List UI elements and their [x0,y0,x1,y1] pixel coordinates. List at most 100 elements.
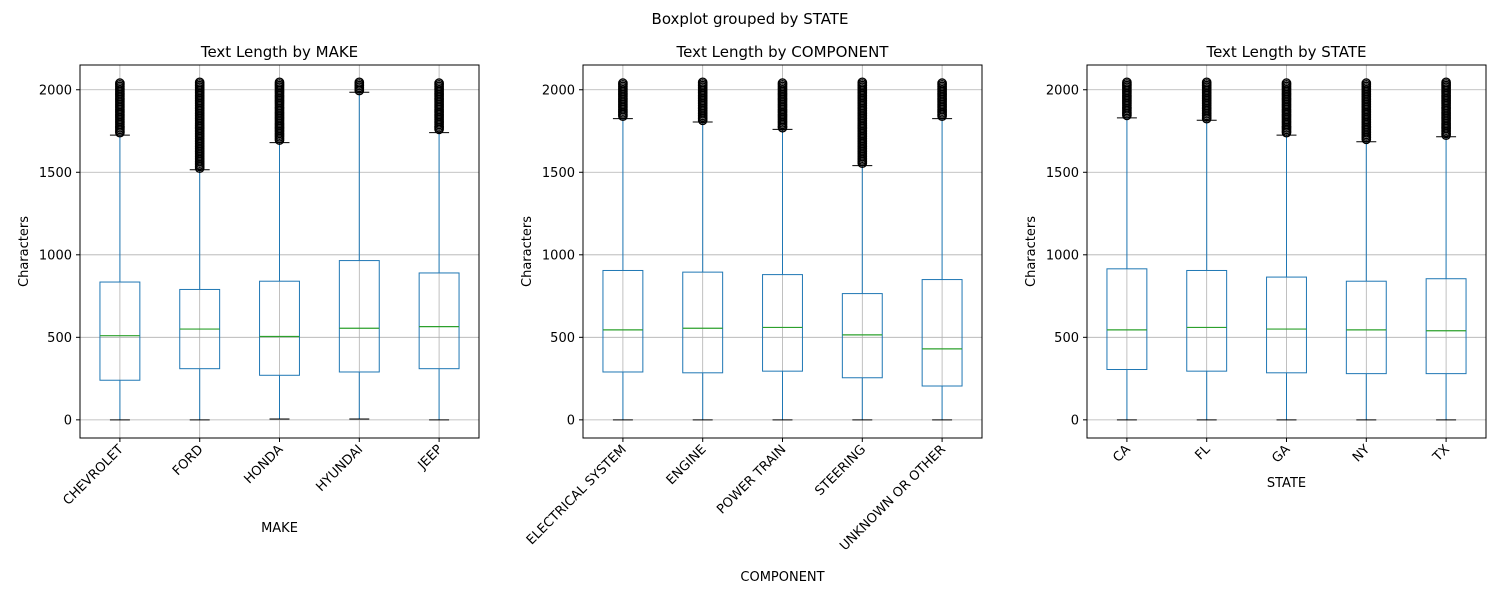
y-tick-label: 0 [1071,413,1079,428]
x-tick-label: HONDA [241,442,286,487]
box-ny [1345,78,1387,421]
outlier-point [1201,77,1212,88]
outliers [1361,78,1372,145]
outlier-point [194,77,205,88]
x-tick-label: POWER TRAIN [714,442,789,517]
x-tick-label: CHEVROLET [61,442,127,508]
box-unknown-or-other [921,78,963,421]
box-ca [1106,77,1148,421]
outlier-point [618,78,628,89]
subplot-title: Text Length by COMPONENT [676,43,890,61]
outliers [1201,77,1212,124]
x-tick-label: FL [1193,442,1215,464]
x-axis-label: STATE [1267,476,1306,491]
x-tick-label: ENGINE [664,442,710,488]
y-tick-label: 500 [550,331,575,346]
box-steering [841,77,883,421]
x-tick-label: JEEP [415,442,446,473]
x-axis-label: COMPONENT [740,570,824,585]
box-iqr [1106,268,1148,371]
box-iqr [921,279,963,387]
x-axis-label: MAKE [261,521,298,536]
outliers [697,77,708,126]
outlier-point [777,78,788,89]
box-power-train [762,78,803,421]
box-honda [259,77,300,420]
outliers [194,77,205,174]
outlier-point [1361,78,1372,89]
y-tick-label: 0 [64,413,72,428]
outlier-point [857,77,868,88]
x-tick-label: TX [1430,442,1453,465]
outlier-point [937,78,947,89]
x-tick-label: NY [1350,442,1373,465]
box-iqr [1345,280,1387,375]
box-fl [1186,77,1228,421]
outliers [777,78,788,133]
outlier-point [354,77,365,88]
box-tx [1425,77,1467,421]
x-tick-label: STEERING [812,442,869,499]
x-tick-label: GA [1269,442,1293,466]
box-ga [1266,78,1307,421]
outlier-point [1122,77,1132,88]
y-tick-label: 1000 [1046,248,1079,263]
box-iqr [1266,276,1307,374]
box-iqr [1425,278,1467,375]
box-iqr [1186,269,1228,372]
box-iqr [338,260,380,373]
outlier-point [274,77,285,88]
box-iqr [259,280,300,376]
outlier-point [434,78,444,89]
outliers [1281,78,1292,138]
outliers [1122,77,1132,121]
y-tick-label: 2000 [1046,83,1079,98]
outliers [857,77,868,169]
subplot-title: Text Length by STATE [1205,43,1366,61]
box-iqr [841,293,883,379]
box-iqr [762,274,803,372]
box-chevrolet [99,78,141,421]
y-tick-label: 2000 [542,83,575,98]
figure-suptitle: Boxplot grouped by STATE [652,10,849,28]
y-tick-label: 2000 [39,83,72,98]
box-ford [179,77,221,421]
y-tick-label: 1500 [542,166,575,181]
y-tick-label: 1000 [39,248,72,263]
subplot-3: 0 500 1000 1500 2000 CA FL GA NY TX Text Length by… [1024,43,1487,491]
y-axis-label: Characters [520,216,535,287]
subplot-2: 0 500 1000 1500 2000 ELECTRICAL SYSTEM ENGINE P… [520,43,983,585]
x-tick-label: HYUNDAI [313,442,366,495]
outliers [274,77,285,145]
y-tick-label: 0 [567,413,575,428]
box-iqr [99,281,141,381]
outliers [354,77,365,96]
y-tick-label: 1500 [1046,166,1079,181]
box-iqr [602,269,644,373]
y-tick-label: 1000 [542,248,575,263]
box-iqr [418,272,460,370]
box-electrical-system [602,78,644,421]
outliers [434,78,444,135]
y-axis-label: Characters [17,216,32,287]
outlier-point [115,78,125,89]
outliers [115,78,125,138]
box-iqr [682,271,724,374]
y-tick-label: 500 [47,331,72,346]
subplot-title: Text Length by MAKE [200,43,358,61]
subplot-1: 0 500 1000 1500 2000 CHEVROLET FORD HONDA HYUNDA… [17,43,480,536]
y-tick-label: 500 [1054,331,1079,346]
outliers [1441,77,1451,140]
outlier-point [1441,77,1451,88]
outliers [618,78,628,122]
x-tick-label: CA [1110,442,1133,465]
y-tick-label: 1500 [39,166,72,181]
x-tick-label: FORD [170,442,207,479]
box-engine [682,77,724,421]
box-jeep [418,78,460,421]
x-tick-label: ELECTRICAL SYSTEM [524,442,630,548]
y-axis-label: Characters [1024,216,1039,287]
outlier-point [1281,78,1292,89]
